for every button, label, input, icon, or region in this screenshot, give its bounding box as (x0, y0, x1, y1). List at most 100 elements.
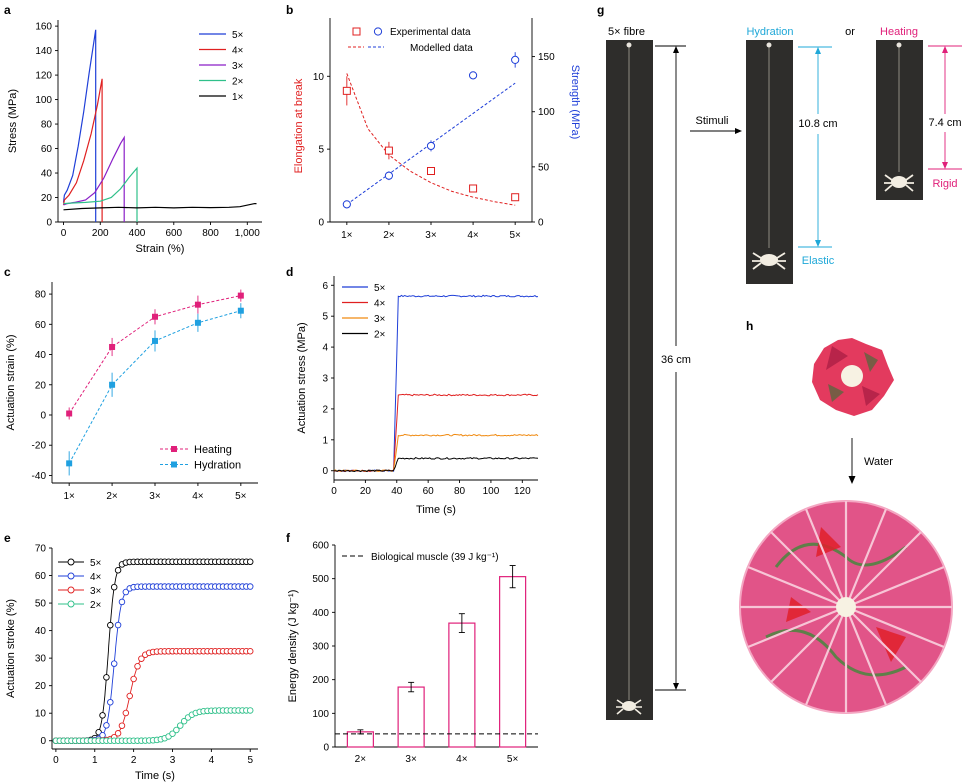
data-point-3× (122, 709, 130, 717)
y-tick-label: 400 (312, 608, 329, 619)
legend-label: 2× (374, 330, 386, 341)
data-point-3× (126, 692, 133, 700)
y-axis-label: Elongation at break (293, 78, 305, 173)
bar-3× (397, 686, 425, 748)
y-axis-label-right: Strength (MPa) (569, 65, 581, 140)
data-point-heating (237, 292, 244, 299)
y-tick-label: 3 (322, 374, 328, 385)
y-tick-label: 20 (35, 681, 47, 692)
data-point-2× (177, 722, 184, 729)
chart-d-actuation-stress: 0 20 40 60 80 100 120 0 1 2 3 4 5 6 Time (s) Actuation … (296, 276, 539, 516)
x-axis-label: Strain (%) (136, 243, 185, 255)
legend-marker-circle (373, 27, 383, 36)
x-tick-label: 60 (423, 486, 435, 497)
crab-weight-icon (884, 174, 914, 192)
arrow-down-icon (848, 476, 856, 484)
y-axis-label: Energy density (J kg⁻¹) (287, 590, 299, 703)
x-tick-label: 1,000 (235, 228, 260, 239)
y-tick-label: 0 (46, 218, 52, 229)
legend-label: 2× (232, 77, 244, 88)
x-tick-label: 3× (405, 754, 417, 765)
y-axis-label: Actuation stress (MPa) (296, 322, 308, 433)
y-tick-label: 100 (538, 107, 555, 118)
y-tick-label: 6 (322, 281, 328, 292)
x-tick-label: 2 (131, 755, 137, 766)
y-tick-label: 100 (312, 709, 329, 720)
legend-label: 4× (90, 572, 102, 583)
water-label: Water (864, 456, 893, 468)
panel-label-e: e (4, 531, 11, 545)
legend-marker (67, 600, 75, 608)
x-tick-label: 4× (192, 491, 204, 502)
legend-label: 3× (90, 586, 102, 597)
x-tick-label: 200 (92, 228, 109, 239)
y-tick-label: 4 (322, 343, 328, 354)
x-tick-label: 0 (61, 228, 67, 239)
series-line-2× (55, 710, 251, 742)
data-point-3× (118, 722, 126, 729)
x-tick-label: 2× (106, 491, 118, 502)
data-point-elongation (384, 146, 393, 155)
x-tick-label: 800 (202, 228, 219, 239)
y-tick-label: 0 (40, 736, 46, 747)
y-tick-label: 60 (35, 571, 47, 582)
data-point-elongation (511, 193, 520, 202)
fibre-knot (626, 42, 632, 48)
chart-f-energy-density: 0 100 200 300 400 500 600 Energy density (J kg⁻… (287, 541, 538, 765)
data-point-2× (246, 707, 254, 714)
x-tick-label: 3× (149, 491, 161, 502)
legend-marker (67, 572, 75, 580)
y-tick-label: 0 (322, 466, 328, 477)
chart-c-actuation-strain: 1× 2× 3× 4× 5× -40 -20 0 20 40 60 80 Actuation strai… (5, 282, 258, 502)
data-point-4× (122, 588, 130, 596)
y-tick-label: 2 (322, 404, 328, 415)
data-point-4× (246, 583, 254, 590)
data-point-hydration (66, 460, 73, 467)
y-axis-label: Actuation stroke (%) (5, 599, 17, 698)
data-point-strength (426, 141, 436, 151)
data-point-3× (138, 655, 145, 662)
y-tick-label: 300 (312, 642, 329, 653)
x-tick-label: 1 (92, 755, 98, 766)
hydration-length-label: 10.8 cm (798, 118, 837, 130)
crab-weight-icon (752, 252, 786, 270)
y-tick-label: 0 (318, 218, 324, 229)
y-tick-label: 600 (312, 541, 329, 552)
data-point-hydration (109, 381, 116, 388)
data-point-3× (130, 675, 137, 683)
data-point-4× (107, 698, 114, 706)
x-tick-label: 4 (209, 755, 215, 766)
y-tick-label: 20 (41, 193, 53, 204)
legend-label: 5× (232, 30, 244, 41)
data-point-hydration (194, 319, 201, 326)
data-point-2× (180, 717, 188, 725)
data-point-3× (114, 730, 122, 737)
data-point-heating (194, 301, 201, 308)
y-tick-label: 5 (318, 145, 324, 156)
data-point-strength (511, 55, 520, 65)
fibre-label: 5× fibre (608, 26, 645, 38)
x-tick-label: 0 (53, 755, 59, 766)
y-tick-label: 80 (35, 290, 47, 301)
data-point-4× (110, 660, 118, 667)
panel-label-h: h (746, 319, 753, 333)
y-tick-label: 40 (41, 169, 53, 180)
y-tick-label: 40 (35, 350, 47, 361)
y-tick-label: 0 (538, 218, 544, 229)
data-point-strength (468, 71, 478, 80)
series-line-4× (333, 393, 539, 473)
panel-label-g: g (597, 3, 604, 17)
x-tick-label: 0 (331, 486, 337, 497)
data-point-5× (246, 558, 254, 566)
or-label: or (845, 26, 855, 38)
y-tick-label: 160 (35, 22, 52, 33)
model-line-strength (346, 82, 516, 205)
x-axis-label: Time (s) (416, 504, 456, 516)
model-line-elongation (346, 73, 516, 206)
y-tick-label: 40 (35, 626, 47, 637)
series-line-3× (55, 650, 251, 742)
data-point-3× (134, 663, 141, 670)
data-point-hydration (237, 307, 244, 314)
